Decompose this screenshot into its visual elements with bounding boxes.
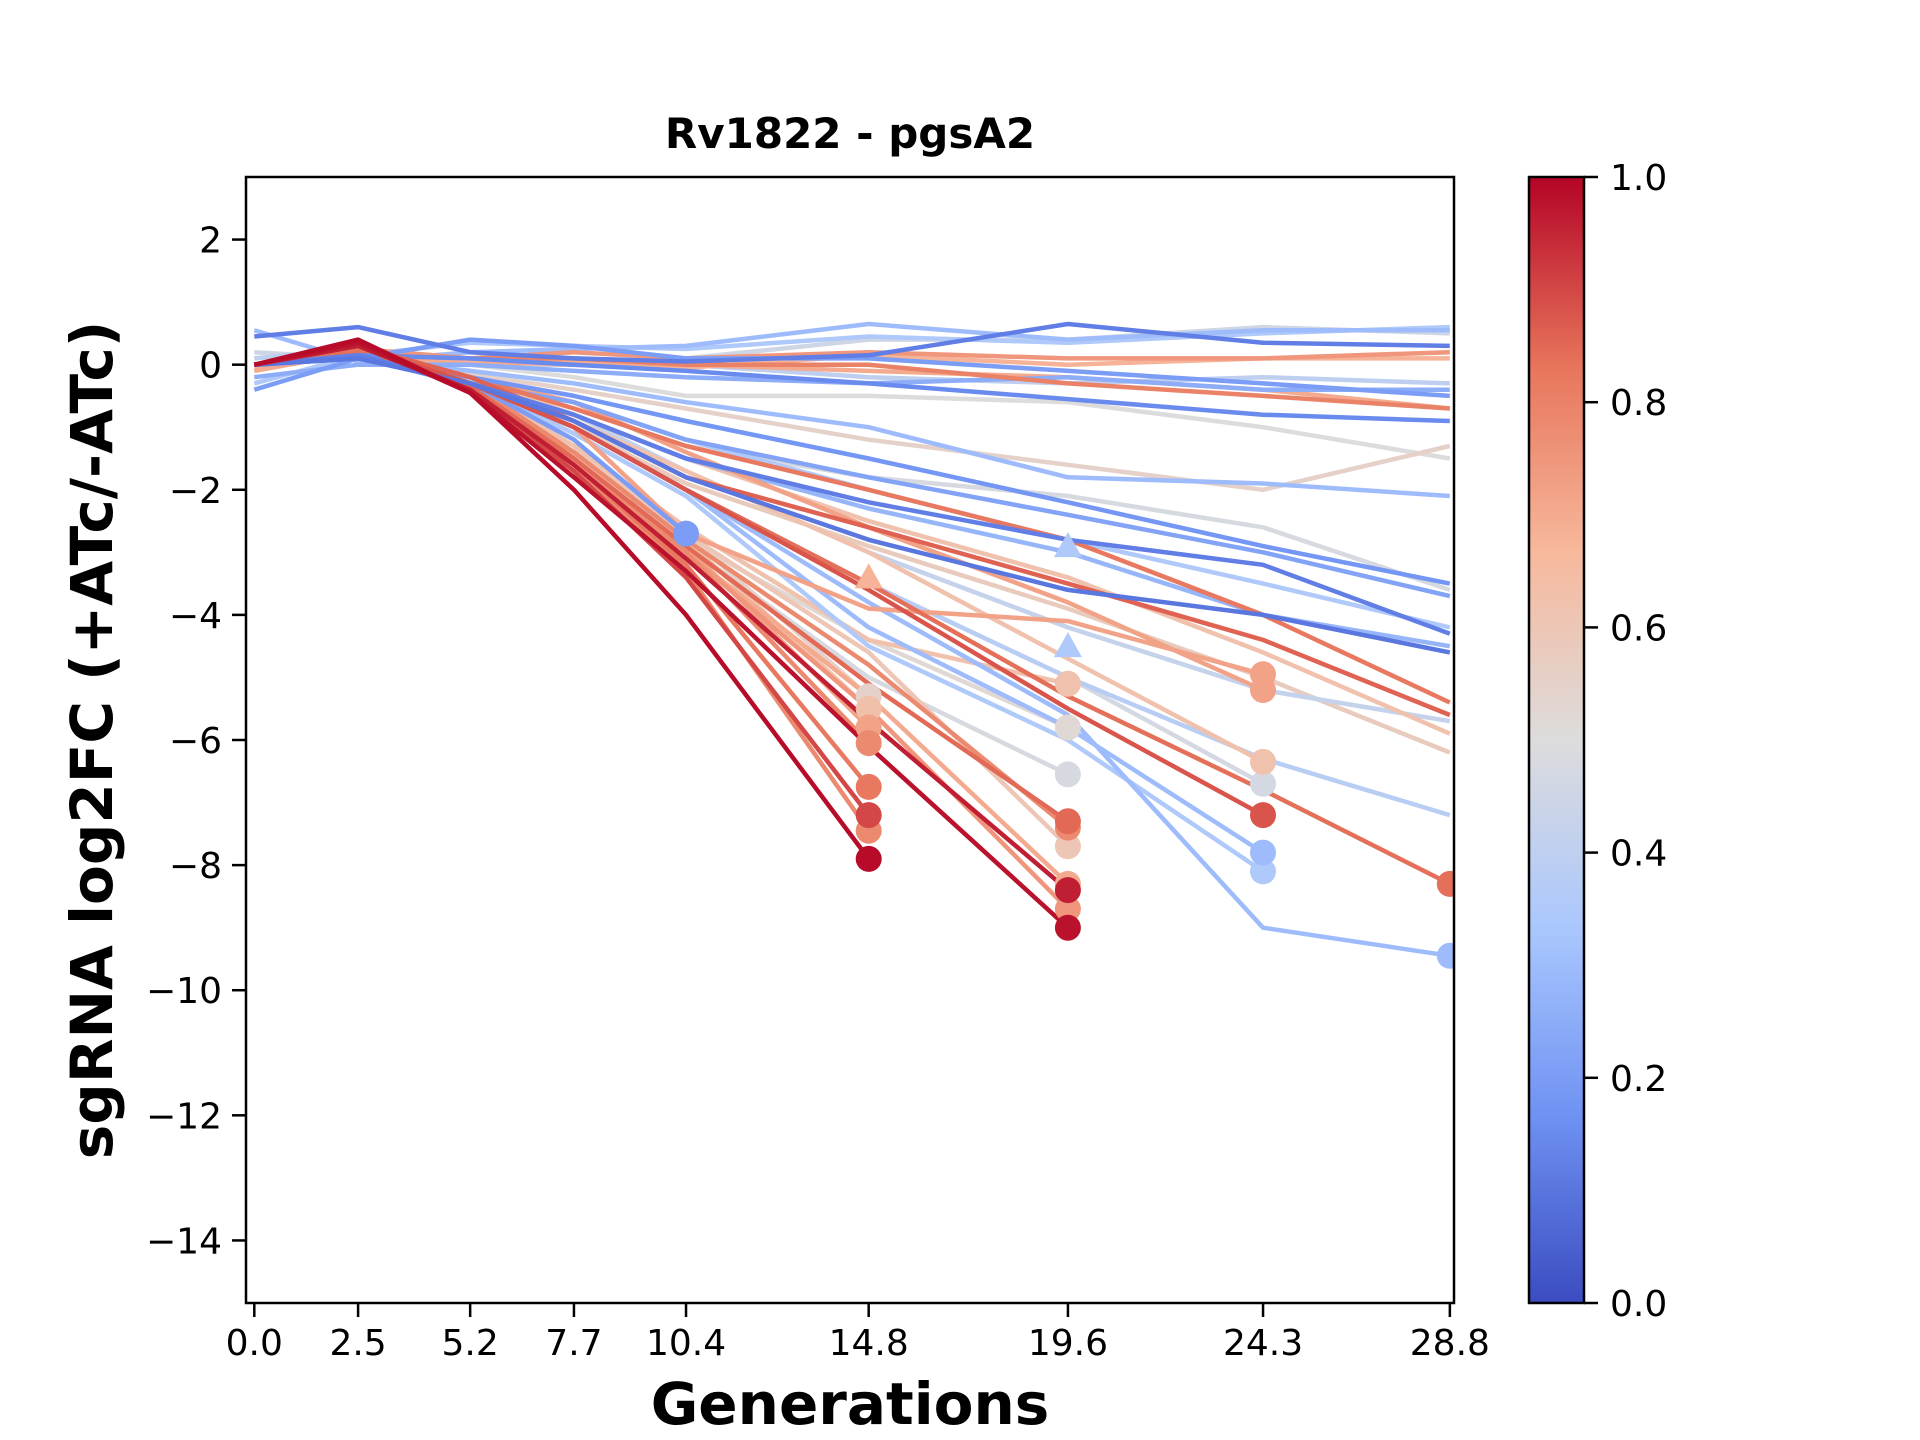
series-end-point	[1250, 839, 1276, 866]
series-line	[253, 337, 871, 861]
y-tick-label: −12	[146, 1096, 222, 1137]
series-end-point	[855, 695, 882, 722]
series-line	[254, 321, 1450, 364]
series-end-point	[1054, 877, 1081, 904]
series-line	[253, 337, 1450, 399]
series-end-point	[1250, 770, 1276, 797]
series-line	[254, 356, 1451, 630]
y-tick-label: 0	[199, 346, 222, 387]
x-tick-label: 10.4	[646, 1323, 726, 1364]
series-line	[254, 349, 1451, 705]
series-end-point	[1054, 761, 1081, 788]
series-end-point	[1054, 833, 1081, 860]
colorbar-tick-label: 0.0	[1610, 1284, 1667, 1325]
series-end-point	[1436, 942, 1454, 969]
x-tick-label: 0.0	[226, 1323, 283, 1364]
series-end-point	[1250, 748, 1276, 775]
x-axis-label: Generations	[651, 1370, 1050, 1438]
series-end-point	[1054, 895, 1081, 922]
series-line	[254, 353, 1069, 777]
series-end-point	[1436, 870, 1454, 897]
y-tick-label: −2	[169, 471, 222, 512]
marker-layer	[673, 520, 1454, 969]
triangle-point	[1053, 532, 1082, 558]
triangle-point	[1053, 632, 1082, 658]
colorbar-tick-label: 1.0	[1610, 158, 1667, 199]
colorbar-tick-label: 0.8	[1610, 383, 1667, 424]
y-tick-label: −6	[169, 721, 222, 762]
colorbar-tick-label: 0.4	[1610, 834, 1667, 875]
x-tick-label: 19.6	[1028, 1323, 1108, 1364]
triangle-point	[854, 563, 883, 589]
y-tick-label: −14	[146, 1221, 222, 1262]
x-tick-label: 5.2	[442, 1323, 499, 1364]
series-end-point	[1054, 808, 1081, 835]
series-end-point	[1250, 802, 1276, 829]
series-end-point	[1054, 714, 1081, 741]
series-end-point	[673, 520, 699, 547]
colorbar-tick-label: 0.6	[1610, 608, 1667, 649]
series-end-point	[855, 730, 882, 757]
series-end-point	[855, 802, 882, 829]
colorbar	[1527, 175, 1586, 1305]
x-tick-label: 7.7	[545, 1323, 602, 1364]
x-tick-label: 28.8	[1410, 1323, 1490, 1364]
y-tick-label: 2	[199, 221, 222, 262]
series-end-point	[1250, 661, 1276, 688]
x-axis: 0.0 2.5 5.2 7.7 10.4 14.8 19.6 24.3 28.8	[226, 1303, 1490, 1364]
colorbar-tick-label: 0.2	[1610, 1059, 1667, 1100]
y-axis: 2 0 −2 −4 −6 −8 −10 −12 −14	[146, 221, 246, 1262]
series-end-point	[1054, 670, 1081, 697]
chart-title: Rv1822 - pgsA2	[665, 109, 1035, 158]
series-line	[254, 356, 1451, 655]
x-tick-label: 2.5	[329, 1323, 386, 1364]
series-end-point	[855, 845, 882, 872]
series-line	[254, 349, 1070, 848]
y-tick-label: −10	[146, 971, 222, 1012]
y-axis-label: sgRNA log2FC (+ATc/-ATc)	[58, 321, 126, 1159]
series-end-point	[1250, 858, 1276, 885]
x-tick-label: 14.8	[829, 1323, 909, 1364]
x-tick-label: 24.3	[1223, 1323, 1303, 1364]
series-end-point	[1054, 914, 1081, 941]
y-tick-label: −8	[169, 846, 222, 887]
y-tick-label: −4	[169, 596, 222, 637]
series-end-point	[855, 773, 882, 800]
colorbar-ticks: 0.0 0.2 0.4 0.6 0.8 1.0	[1584, 158, 1667, 1325]
